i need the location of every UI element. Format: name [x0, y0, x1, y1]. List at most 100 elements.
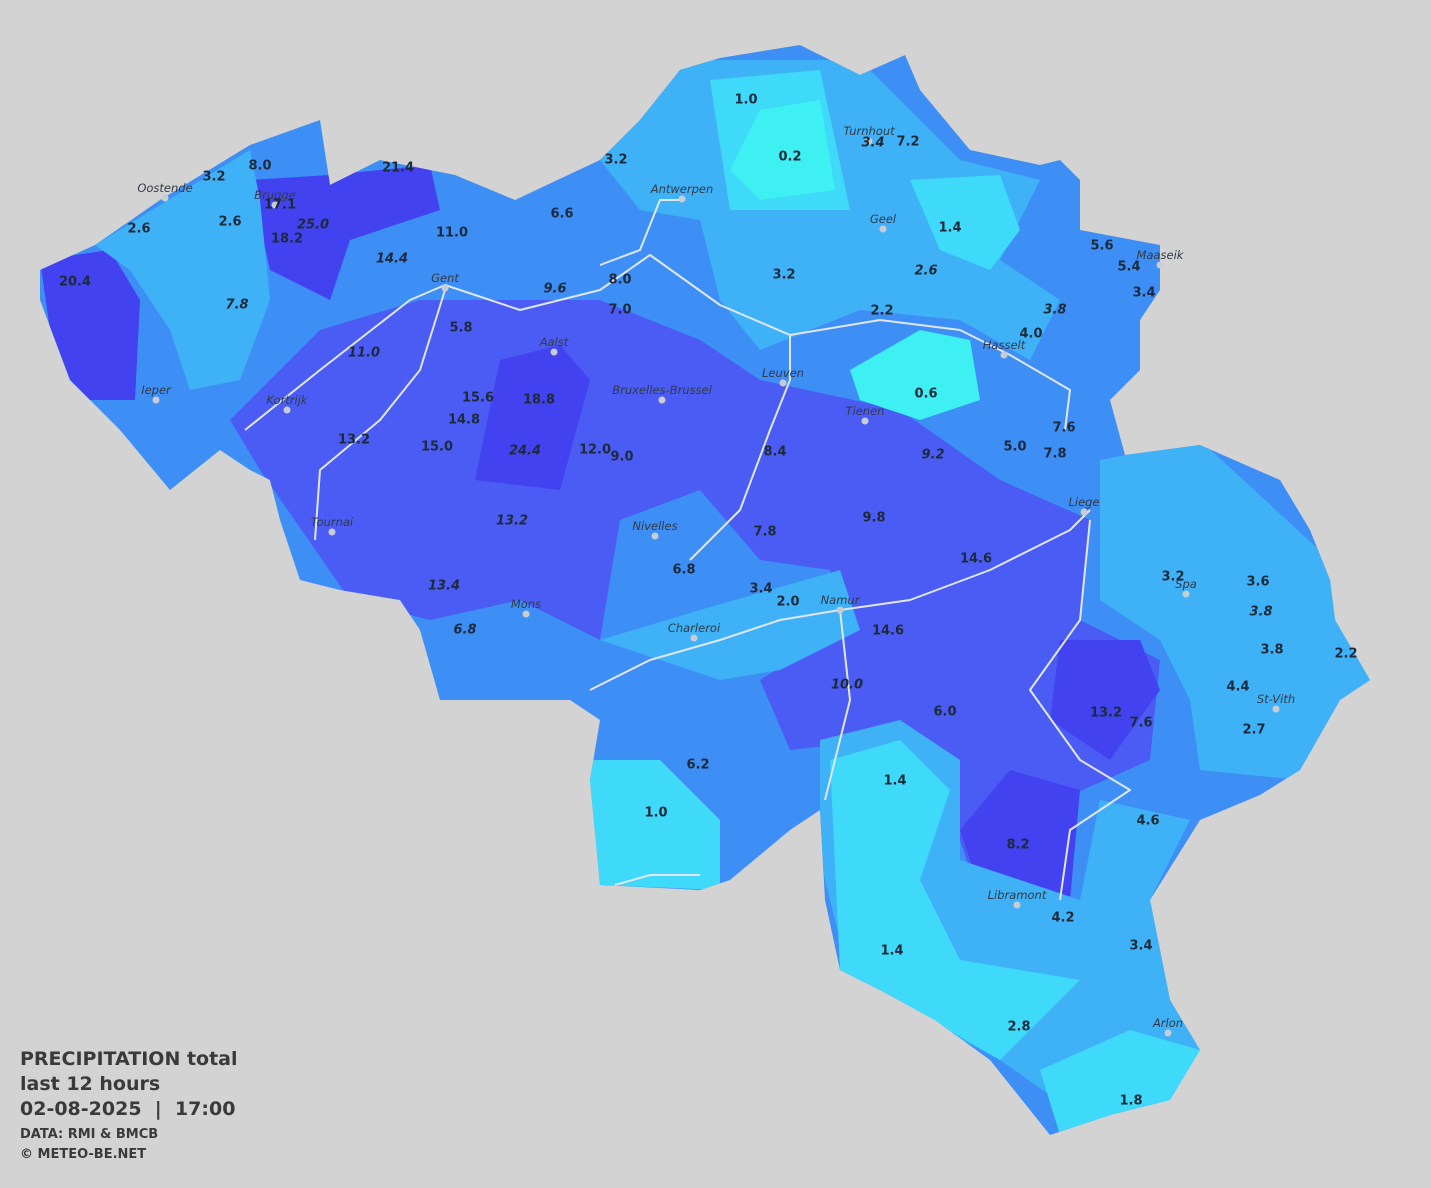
city-dot	[328, 528, 336, 536]
city-name: Gent	[431, 271, 459, 285]
city-name: Brugge	[254, 188, 296, 202]
reading: 5.8	[449, 321, 472, 336]
reading: 3.2	[604, 153, 627, 168]
city-dot	[1182, 590, 1190, 598]
reading: 9.8	[862, 511, 885, 526]
reading: 0.2	[778, 150, 801, 165]
city-dot	[1164, 1029, 1172, 1037]
credit: © METEO-BE.NET	[20, 1147, 146, 1162]
city-name: Arlon	[1152, 1016, 1183, 1030]
city-dot	[879, 225, 887, 233]
city-name: Maaseik	[1137, 248, 1185, 262]
reading: 3.8	[1249, 605, 1272, 620]
city-name: Turnhout	[843, 124, 895, 138]
city-name: Oostende	[137, 181, 192, 195]
reading: 9.2	[921, 448, 944, 463]
reading: 5.4	[1117, 260, 1140, 275]
subtitle: last 12 hours	[20, 1073, 160, 1095]
reading: 21.4	[382, 161, 414, 176]
reading: 5.0	[1003, 440, 1026, 455]
reading: 14.8	[448, 413, 480, 428]
reading: 20.4	[59, 275, 91, 290]
reading: 15.0	[421, 440, 453, 455]
reading: 11.0	[348, 346, 380, 361]
city-name: St-Vith	[1257, 692, 1295, 706]
reading: 6.6	[550, 207, 573, 222]
reading: 8.4	[763, 445, 786, 460]
city-dot	[161, 194, 169, 202]
city-name: Kortrijk	[266, 393, 309, 407]
reading: 13.2	[496, 514, 528, 529]
reading: 3.2	[202, 170, 225, 185]
reading: 4.6	[1136, 814, 1159, 829]
reading: 2.6	[218, 215, 241, 230]
city-dot	[283, 406, 291, 414]
reading: 4.4	[1226, 680, 1249, 695]
reading: 6.2	[686, 758, 709, 773]
reading: 12.0	[579, 443, 611, 458]
city-dot	[865, 137, 873, 145]
city-dot	[1272, 705, 1280, 713]
city-dot	[690, 634, 698, 642]
reading: 7.8	[1043, 447, 1066, 462]
city-name: Leuven	[762, 366, 804, 380]
reading: 13.2	[338, 433, 370, 448]
reading: 7.2	[896, 135, 919, 150]
city-dot	[1156, 261, 1164, 269]
city-name: Libramont	[988, 888, 1047, 902]
reading: 14.6	[960, 552, 992, 567]
reading: 18.8	[523, 393, 555, 408]
city-dot	[152, 396, 160, 404]
city-dot	[1080, 508, 1088, 516]
reading: 11.0	[436, 226, 468, 241]
reading: 0.6	[914, 387, 937, 402]
reading: 6.0	[933, 705, 956, 720]
city-dot	[779, 379, 787, 387]
reading: 5.6	[1090, 239, 1113, 254]
reading: 1.4	[938, 221, 961, 236]
city-dot	[1013, 901, 1021, 909]
reading: 2.7	[1242, 723, 1265, 738]
city-name: Antwerpen	[650, 182, 714, 196]
reading: 6.8	[453, 623, 476, 638]
city-dot	[550, 348, 558, 356]
city-dot	[658, 396, 666, 404]
reading: 25.0	[297, 218, 329, 233]
reading: 6.8	[672, 563, 695, 578]
city-dot	[522, 610, 530, 618]
city-name: Bruxelles-Brussel	[612, 383, 712, 397]
reading: 7.6	[1052, 421, 1075, 436]
city-name: Mons	[511, 597, 541, 611]
reading: 10.0	[831, 678, 863, 693]
city-dot	[651, 532, 659, 540]
reading: 7.8	[225, 298, 248, 313]
city-dot	[1000, 351, 1008, 359]
reading: 9.6	[543, 282, 566, 297]
city-name: Nivelles	[632, 519, 677, 533]
reading: 1.0	[644, 806, 667, 821]
city-name: Spa	[1175, 577, 1197, 591]
reading: 9.0	[610, 450, 633, 465]
reading: 14.6	[872, 624, 904, 639]
reading: 3.8	[1043, 303, 1066, 318]
reading: 13.2	[1090, 706, 1122, 721]
reading: 4.0	[1019, 327, 1042, 342]
reading: 14.4	[376, 252, 408, 267]
reading: 2.2	[870, 304, 893, 319]
city-dot	[271, 201, 279, 209]
city-name: Namur	[821, 593, 861, 607]
reading: 1.4	[880, 944, 903, 959]
reading: 7.0	[608, 303, 631, 318]
reading: 2.6	[127, 222, 150, 237]
reading: 3.2	[772, 268, 795, 283]
reading: 18.2	[271, 232, 303, 247]
city-name: Charleroi	[668, 621, 721, 635]
reading: 8.2	[1006, 838, 1029, 853]
city-name: Liege	[1068, 495, 1099, 509]
city-name: Tournai	[311, 515, 354, 529]
reading: 3.4	[749, 582, 772, 597]
reading: 15.6	[462, 391, 494, 406]
city-name: Tienen	[846, 404, 885, 418]
city-name: Ieper	[141, 383, 172, 397]
